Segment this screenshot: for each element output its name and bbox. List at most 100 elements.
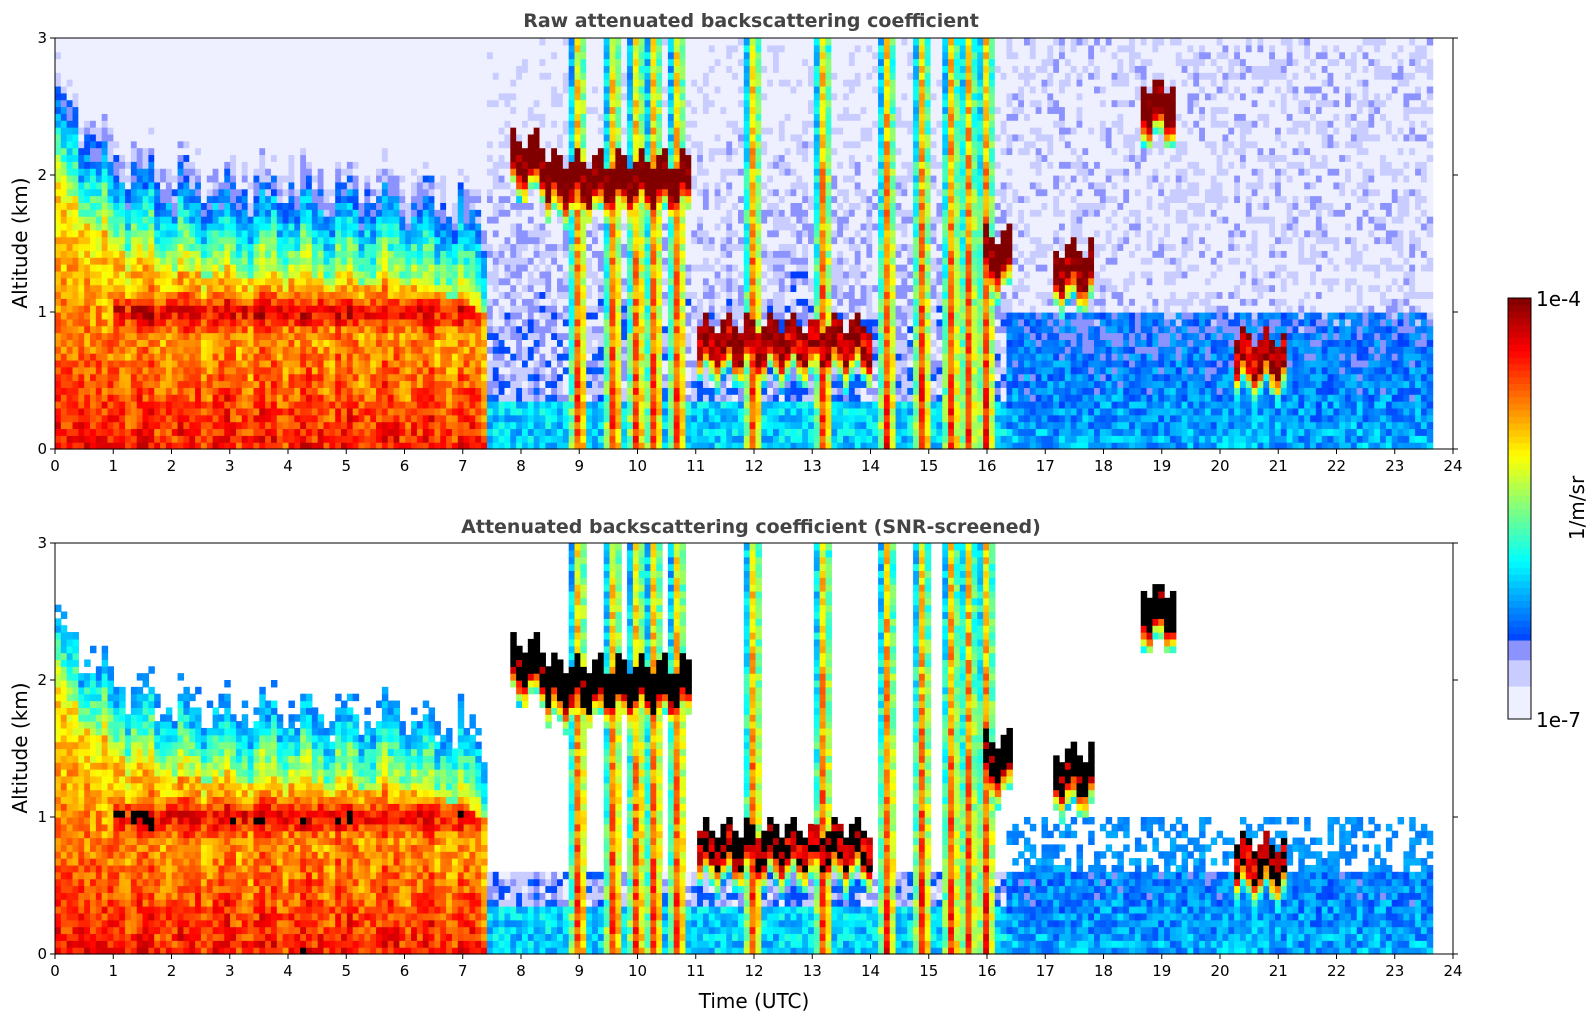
heatmap-cell: [346, 113, 354, 121]
heatmap-cell: [183, 284, 190, 293]
heatmap-cell: [195, 229, 202, 238]
heatmap-cell: [451, 92, 459, 101]
heatmap-cell: [84, 264, 91, 272]
heatmap-cell: [265, 202, 272, 210]
heatmap-cell: [317, 99, 325, 108]
heatmap-cell: [130, 257, 138, 265]
heatmap-cell: [376, 346, 383, 354]
heatmap-cell: [358, 346, 365, 354]
heatmap-cell: [235, 58, 243, 66]
heatmap-cell: [136, 236, 144, 245]
heatmap-cell: [142, 394, 149, 402]
heatmap-cell: [259, 353, 266, 361]
heatmap-cell: [247, 181, 255, 190]
heatmap-cell: [457, 195, 465, 203]
heatmap-cell: [393, 188, 401, 197]
heatmap-cell: [364, 243, 371, 251]
heatmap-cell: [341, 359, 348, 368]
heatmap-cell: [469, 312, 476, 320]
heatmap-cell: [259, 175, 266, 183]
heatmap-cell: [247, 270, 255, 279]
heatmap-cell: [107, 140, 114, 149]
heatmap-cell: [259, 277, 266, 286]
heatmap-cell: [183, 414, 190, 423]
heatmap-cell: [154, 44, 161, 53]
heatmap-cell: [84, 305, 91, 313]
heatmap-cell: [84, 401, 91, 409]
heatmap-cell: [212, 188, 220, 197]
heatmap-cell: [183, 72, 190, 80]
heatmap-cell: [370, 120, 377, 128]
heatmap-cell: [486, 106, 494, 114]
heatmap-cell: [504, 58, 511, 66]
heatmap-cell: [486, 216, 494, 224]
heatmap-cell: [142, 175, 149, 183]
heatmap-cell: [189, 414, 196, 423]
heatmap-cell: [393, 147, 401, 156]
heatmap-cell: [235, 243, 243, 251]
heatmap-cell: [317, 85, 325, 94]
heatmap-cell: [475, 284, 482, 293]
heatmap-cell: [148, 99, 155, 108]
heatmap-cell: [381, 168, 389, 176]
heatmap-cell: [381, 99, 389, 108]
heatmap-cell: [130, 401, 138, 409]
heatmap-cell: [510, 264, 517, 272]
heatmap-cell: [405, 435, 412, 443]
heatmap-cell: [463, 346, 471, 354]
heatmap-cell: [218, 312, 225, 320]
heatmap-cell: [177, 243, 185, 251]
heatmap-cell: [335, 339, 342, 347]
heatmap-cell: [95, 202, 103, 210]
heatmap-cell: [469, 175, 476, 183]
heatmap-cell: [434, 38, 441, 46]
heatmap-cell: [206, 318, 214, 327]
heatmap-cell: [358, 435, 365, 443]
heatmap-cell: [224, 428, 231, 436]
heatmap-cell: [276, 188, 284, 197]
heatmap-cell: [486, 236, 494, 245]
heatmap-cell: [195, 387, 202, 395]
heatmap-cell: [341, 229, 348, 238]
heatmap-cell: [527, 277, 535, 286]
heatmap-cell: [341, 387, 348, 395]
heatmap-cell: [416, 284, 424, 293]
heatmap-cell: [481, 298, 488, 306]
heatmap-cell: [381, 133, 389, 142]
heatmap-cell: [469, 195, 476, 203]
heatmap-cell: [376, 353, 383, 361]
heatmap-cell: [498, 291, 506, 299]
heatmap-cell: [405, 442, 412, 450]
heatmap-cell: [446, 236, 453, 245]
heatmap-cell: [165, 140, 173, 149]
heatmap-cell: [475, 175, 482, 183]
heatmap-cell: [72, 44, 79, 53]
heatmap-cell: [300, 435, 307, 443]
heatmap-cell: [218, 346, 225, 354]
heatmap-cell: [469, 339, 476, 347]
heatmap-cell: [136, 209, 144, 217]
heatmap-cell: [125, 79, 132, 87]
heatmap-cell: [329, 332, 336, 340]
heatmap-cell: [306, 394, 313, 402]
heatmap-cell: [440, 298, 447, 306]
heatmap-cell: [90, 140, 97, 149]
heatmap-cell: [492, 339, 500, 347]
heatmap-cell: [393, 85, 401, 94]
heatmap-cell: [95, 154, 103, 162]
heatmap-cell: [486, 58, 494, 66]
heatmap-cell: [253, 216, 260, 224]
heatmap-cell: [428, 236, 436, 245]
heatmap-cell: [200, 291, 208, 299]
heatmap-cell: [154, 339, 161, 347]
heatmap-cell: [352, 380, 360, 388]
heatmap-cell: [125, 401, 132, 409]
heatmap-cell: [533, 250, 541, 258]
heatmap-cell: [341, 51, 348, 60]
heatmap-cell: [84, 222, 91, 231]
heatmap-cell: [107, 243, 114, 251]
heatmap-cell: [148, 175, 155, 183]
heatmap-cell: [154, 236, 161, 245]
heatmap-cell: [376, 387, 383, 395]
heatmap-cell: [282, 277, 290, 286]
